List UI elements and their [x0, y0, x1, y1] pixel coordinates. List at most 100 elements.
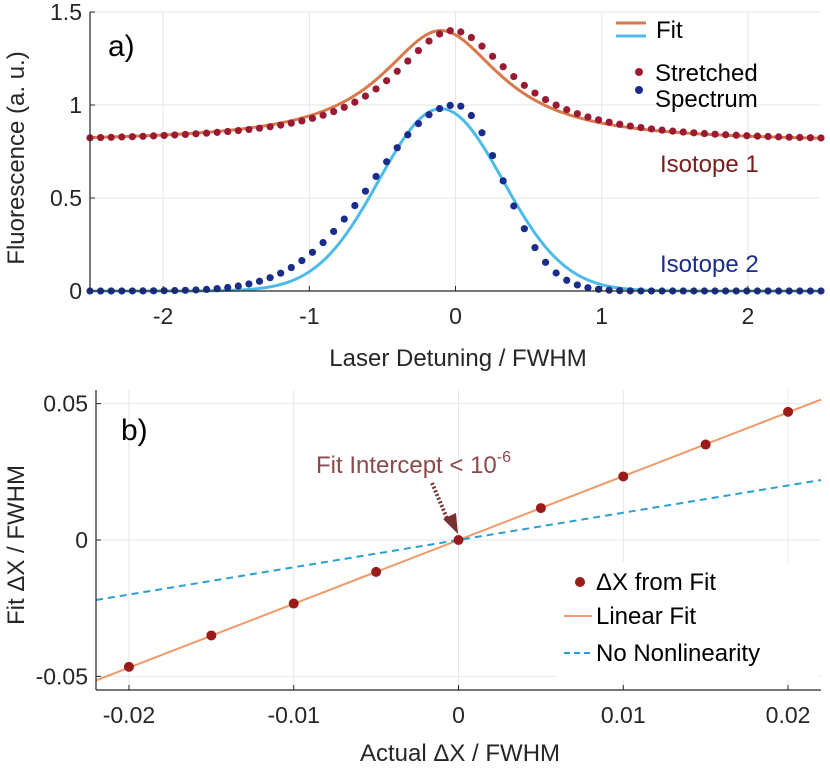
no-nonlinearity-line	[95, 479, 822, 601]
intercept-arrow-shaft	[430, 482, 451, 524]
fit-point	[535, 503, 546, 514]
y-tick-label: 0	[69, 278, 82, 304]
spectrum-point	[372, 172, 380, 181]
spectrum-point	[467, 111, 475, 120]
spectrum-point	[245, 280, 253, 288]
spectrum-point	[351, 98, 359, 106]
y-tick-label: 0.05	[43, 391, 88, 417]
spectrum-point	[753, 132, 762, 140]
spectrum-point	[520, 81, 528, 89]
panel-b-ylabel: Fit ΔX / FWHM	[3, 465, 30, 625]
spectrum-point	[510, 202, 518, 210]
spectrum-point	[425, 37, 433, 45]
spectrum-point	[298, 117, 306, 125]
spectrum-point	[192, 130, 200, 138]
spectrum-point	[711, 130, 719, 138]
spectrum-point	[308, 248, 317, 256]
spectrum-point	[605, 286, 613, 294]
spectrum-point	[202, 129, 211, 137]
x-tick-label: -0.01	[268, 702, 320, 728]
spectrum-point	[330, 107, 338, 116]
spectrum-point	[287, 263, 295, 272]
spectrum-point	[679, 128, 687, 136]
spectrum-point	[118, 133, 126, 141]
x-tick-label: 0.02	[766, 702, 811, 728]
spectrum-point	[287, 119, 295, 127]
spectrum-point	[457, 28, 465, 36]
spectrum-point	[573, 281, 581, 289]
spectrum-point	[277, 269, 285, 277]
spectrum-point	[414, 120, 423, 128]
spectrum-point	[224, 283, 232, 292]
spectrum-point	[393, 144, 401, 152]
legend-points-marker	[575, 577, 585, 587]
spectrum-point	[139, 132, 147, 140]
legend-fit-label: Fit	[656, 17, 683, 44]
legend-stretched-label: Stretched	[655, 60, 758, 87]
fit-point	[371, 566, 382, 577]
fit-point	[453, 535, 464, 545]
spectrum-point	[361, 92, 370, 100]
spectrum-point	[224, 127, 232, 136]
spectrum-point	[425, 111, 433, 119]
y-tick-label: 1	[69, 92, 82, 118]
spectrum-point	[266, 274, 274, 282]
fit-point	[700, 439, 711, 450]
spectrum-point	[531, 89, 539, 97]
fit-point	[206, 630, 217, 641]
spectrum-point	[764, 132, 772, 141]
fit-point	[123, 661, 134, 672]
x-tick-label: -1	[299, 303, 319, 329]
spectrum-point	[700, 129, 709, 138]
spectrum-point	[499, 177, 507, 185]
legend-stretched-marker-blue	[635, 86, 643, 94]
spectrum-point	[457, 102, 465, 110]
spectrum-point	[234, 282, 242, 290]
y-tick-label: -0.05	[36, 663, 88, 689]
spectrum-point	[594, 116, 603, 124]
spectrum-point	[192, 286, 200, 294]
spectrum-point	[626, 122, 634, 130]
spectrum-point	[446, 27, 454, 35]
legend-spectrum-label: Spectrum	[655, 86, 758, 113]
fit-point	[288, 598, 299, 609]
spectrum-point	[658, 126, 666, 134]
spectrum-point	[414, 46, 423, 55]
isotope-2-label: Isotope 2	[660, 251, 759, 278]
spectrum-point	[181, 130, 189, 139]
spectrum-point	[149, 132, 158, 140]
spectrum-point	[563, 276, 571, 284]
spectrum-point	[436, 30, 444, 38]
panel-a-legend: Fit Stretched Spectrum	[616, 17, 758, 113]
spectrum-point	[393, 67, 401, 75]
spectrum-point	[404, 131, 412, 139]
spectrum-point	[616, 120, 624, 128]
x-tick-label: 0	[449, 303, 462, 329]
spectrum-point	[510, 72, 518, 81]
spectrum-point	[488, 52, 497, 60]
spectrum-point	[690, 129, 698, 137]
intercept-annotation-superscript: -6	[497, 449, 511, 466]
panel-b-legend: ΔX from Fit Linear Fit No Nonlinearity	[556, 562, 818, 680]
panel-a-label: a)	[108, 30, 135, 63]
fit-point	[783, 406, 794, 417]
spectrum-point	[298, 256, 306, 265]
spectrum-point	[573, 110, 581, 118]
panel-b: -0.02 -0.01 0 0.01 0.02 -0.05 0 0.05 b) Fit Int…	[3, 390, 822, 767]
spectrum-point	[541, 95, 550, 104]
spectrum-point	[361, 187, 370, 195]
panel-a: -2 -1 0 1 2 0 0.5 1 1.5 a) Laser Detuning / FWHM…	[3, 0, 825, 372]
spectrum-point	[637, 123, 645, 132]
spectrum-point	[775, 133, 783, 141]
isotope-1-label: Isotope 1	[660, 151, 759, 178]
legend-linear-label: Linear Fit	[596, 603, 696, 630]
spectrum-point	[446, 101, 454, 110]
spectrum-point	[308, 114, 317, 122]
spectrum-point	[171, 131, 179, 139]
spectrum-point	[488, 151, 497, 160]
y-tick-label: 0	[75, 527, 88, 553]
spectrum-point	[552, 101, 560, 109]
spectrum-point	[128, 133, 136, 141]
spectrum-point	[404, 57, 412, 65]
spectrum-point	[669, 127, 677, 135]
